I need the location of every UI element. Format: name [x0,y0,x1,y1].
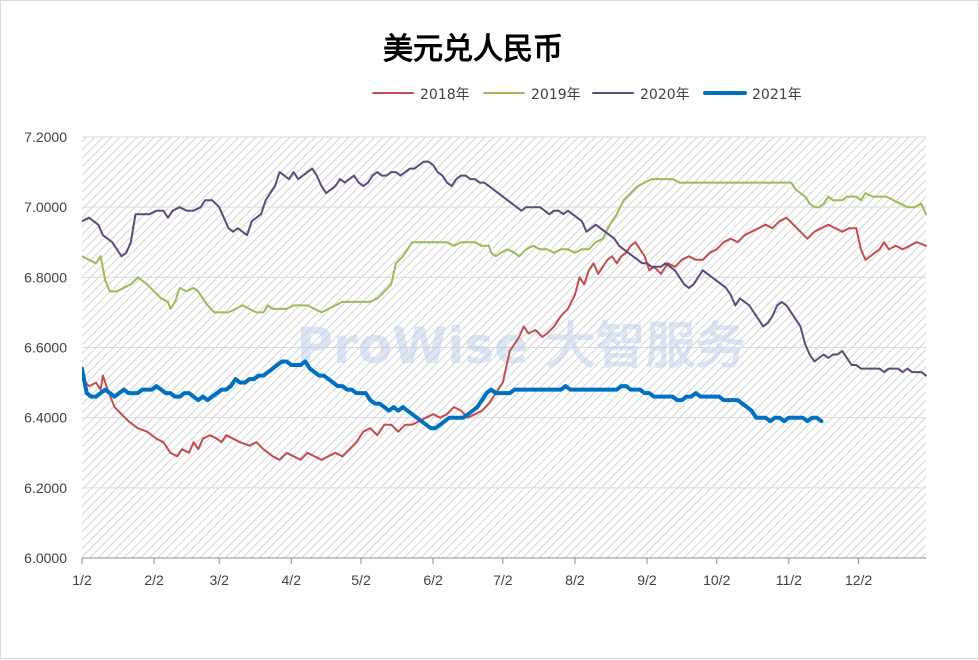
y-tick-label: 6.0000 [24,550,67,566]
x-tick-label: 3/2 [209,572,229,588]
series-line-4 [82,359,824,431]
y-tick-label: 6.8000 [24,269,67,285]
x-tick-label: 5/2 [351,572,371,588]
x-tick-label: 1/2 [72,572,92,588]
x-tick-labels: 1/2 2/2 3/2 4/2 5/2 6/2 7/2 8/2 9/2 10/2 11/2 12/2 [72,558,872,588]
legend-label: 2019年 [531,87,581,103]
chart-title: 美元兑人民币 [383,32,563,67]
series-line-2 [82,178,927,314]
x-tick-label: 8/2 [565,572,585,588]
series-line-1 [82,216,927,461]
legend-label: 2021年 [752,87,802,103]
x-tick-label: 9/2 [637,572,657,588]
x-tick-label: 10/2 [703,572,730,588]
legend-label: 2018年 [420,87,470,103]
x-tick-label: 2/2 [144,572,164,588]
x-tick-label: 7/2 [493,572,513,588]
watermark: ProWise 大智服务 [296,317,745,375]
series-line-3 [82,160,927,377]
y-tick-label: 7.2000 [24,129,67,145]
x-tick-label: 6/2 [423,572,443,588]
y-tick-labels: 6.0000 6.2000 6.4000 6.6000 6.8000 7.0000 7.20… [24,129,67,566]
y-tick-label: 6.2000 [24,480,67,496]
legend: 2018年 2019年 2020年 2021年 [372,87,802,103]
x-tick-label: 4/2 [282,572,302,588]
x-tick-label: 11/2 [776,572,802,588]
grid-lines [82,136,926,489]
legend-label: 2020年 [640,87,690,103]
y-tick-label: 7.0000 [24,199,67,215]
x-tick-label: 12/2 [845,572,872,588]
series-lines [82,160,927,461]
y-tick-label: 6.4000 [24,410,67,426]
y-tick-label: 6.6000 [24,340,67,356]
